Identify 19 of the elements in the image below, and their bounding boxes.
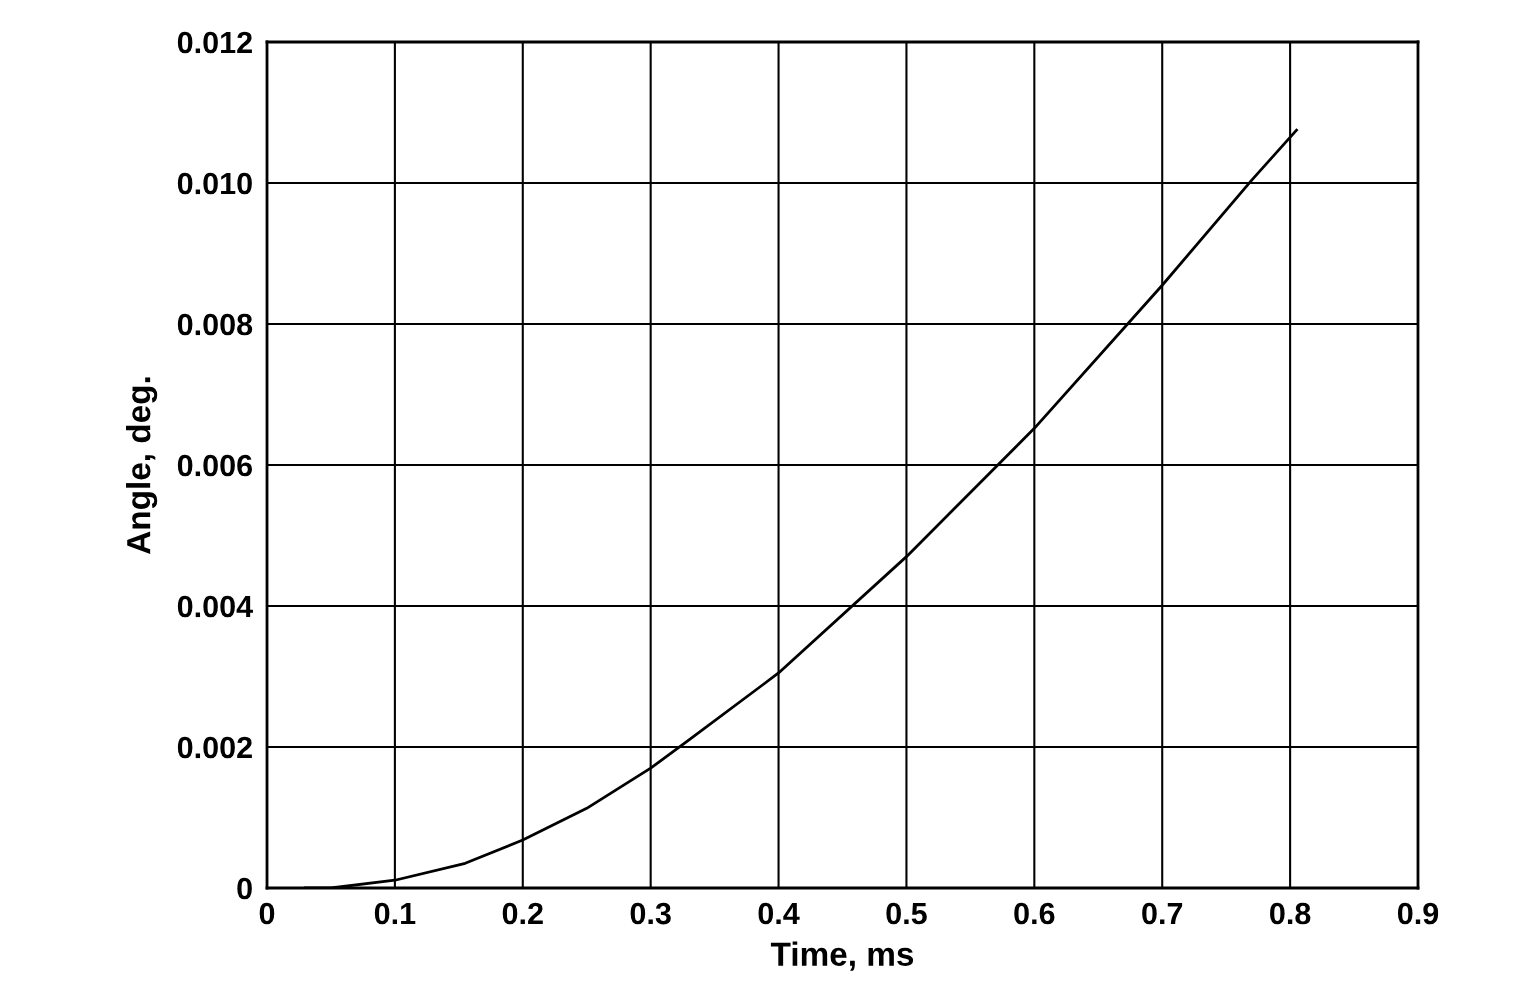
x-tick-label: 0.9 [1397, 902, 1439, 925]
y-tick-label: 0.004 [177, 595, 253, 618]
x-tick-label: 0.3 [630, 902, 671, 925]
x-tick-label: 0.8 [1270, 902, 1311, 925]
y-tick-label: 0.012 [177, 31, 252, 54]
x-tick-label: 0.7 [1142, 902, 1183, 925]
x-tick-label: 0.5 [886, 902, 927, 925]
y-tick-label: 0.008 [177, 313, 253, 336]
x-tick-label: 0.2 [502, 902, 543, 925]
x-tick-label: 0.6 [1014, 902, 1055, 925]
y-tick-label: 0.002 [177, 736, 252, 759]
y-tick-label: 0.006 [177, 454, 253, 477]
x-tick-label: 0.4 [758, 902, 800, 925]
y-axis-title: Angle, deg. [125, 377, 158, 554]
y-tick-label: 0.010 [177, 172, 252, 195]
x-axis-title: Time, ms [770, 941, 914, 971]
x-tick-label: 0 [259, 902, 275, 925]
y-tick-label: 0 [237, 877, 252, 900]
x-tick-label: 0.1 [374, 902, 416, 925]
